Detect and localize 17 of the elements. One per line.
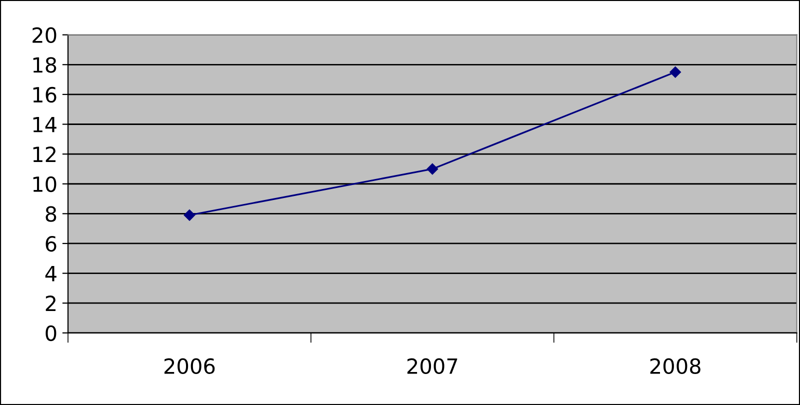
y-tick-label: 0 — [46, 325, 56, 342]
point — [184, 210, 196, 221]
x-tick-label: 2008 — [650, 358, 700, 374]
x-tick-label: 2007 — [407, 358, 458, 374]
y-tick-label: 6 — [46, 236, 56, 252]
y-tick-label: 14 — [33, 116, 56, 132]
point — [426, 163, 438, 175]
y-tick-label: 2 — [46, 296, 56, 312]
y-tick-label: 20 — [32, 27, 56, 44]
y-tick-label: 18 — [33, 57, 56, 73]
y-tick-label: 12 — [33, 146, 56, 162]
y-tick-label: 4 — [45, 266, 56, 282]
y-tick-label: 16 — [33, 86, 56, 103]
y-tick-label: 8 — [46, 206, 56, 222]
y-tick-label: 10 — [33, 176, 56, 192]
point — [670, 66, 681, 78]
x-tick-label: 2006 — [164, 358, 215, 374]
